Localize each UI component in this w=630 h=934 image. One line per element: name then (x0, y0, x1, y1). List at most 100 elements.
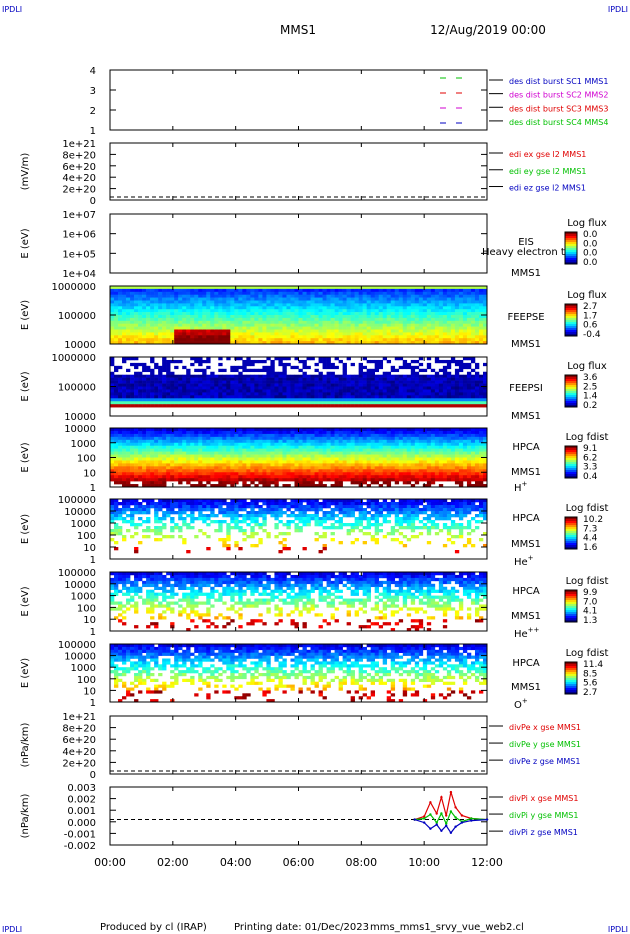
spectrogram-cell (126, 428, 131, 432)
spectrogram-cell (386, 377, 392, 381)
spectrogram-cell (134, 362, 139, 367)
spectrogram-cell (426, 288, 432, 293)
spectrogram-cell (406, 306, 412, 310)
spectrogram-cell (242, 395, 247, 399)
spectrogram-cell (406, 320, 412, 324)
spectrogram-cell (190, 306, 195, 310)
spectrogram-cell (150, 430, 155, 435)
spectrogram-cell (318, 442, 323, 446)
spectrogram-cell (134, 451, 139, 455)
spectrogram-cell (274, 371, 279, 375)
spectrogram-cell (330, 338, 335, 342)
spectrogram-cell (146, 404, 151, 408)
spectrogram-cell (314, 401, 319, 405)
spectrogram-cell (158, 320, 163, 324)
spectrogram-cell (186, 312, 191, 316)
spectrogram-cell (450, 323, 456, 327)
spectrogram-cell (222, 303, 227, 307)
spectrogram-cell (258, 300, 263, 304)
spectrogram-cell (414, 323, 420, 327)
spectrogram-cell (170, 439, 175, 444)
spectrogram-cell (410, 303, 416, 307)
spectrogram-cell (242, 401, 247, 405)
spectrogram-cell (390, 386, 396, 390)
spectrogram-cell (358, 309, 363, 313)
spectrogram-cell (250, 320, 255, 324)
spectrogram-cell (238, 288, 243, 293)
spectrogram-cell (382, 463, 388, 467)
colorbar-segment (565, 405, 577, 408)
spectrogram-cell (210, 288, 215, 293)
spectrogram-cell (286, 291, 291, 295)
spectrogram-cell (134, 395, 139, 399)
spectrogram-cell (290, 460, 295, 464)
spectrogram-cell (474, 398, 480, 402)
spectrogram-cell (482, 332, 488, 336)
spectrogram-cell (158, 451, 163, 455)
spectrogram-cell (446, 297, 452, 301)
spectrogram-cell (166, 475, 171, 479)
spectrogram-cell (354, 428, 359, 432)
spectrogram-cell (294, 454, 299, 458)
spectrogram-cell (338, 309, 343, 313)
spectrogram-cell (186, 386, 191, 390)
spectrogram-cell (258, 463, 263, 467)
spectrogram-cell (230, 368, 235, 373)
spectrogram-cell (326, 303, 331, 307)
spectrogram-cell (190, 392, 195, 396)
spectrogram-cell (314, 317, 319, 322)
spectrogram-cell (206, 430, 211, 435)
spectrogram-cell (122, 303, 127, 307)
spectrogram-cell (318, 329, 323, 333)
spectrogram-cell (238, 332, 243, 336)
colorbar-segment (565, 326, 577, 329)
spectrogram-cell (266, 332, 271, 336)
spectrogram-cell (254, 428, 259, 432)
spectrogram-cell (306, 460, 311, 464)
spectrogram-cell (174, 436, 179, 441)
spectrogram-cell (374, 332, 380, 336)
spectrogram-cell (478, 338, 484, 342)
spectrogram-cell (458, 359, 464, 364)
spectrogram-cell (238, 436, 243, 441)
spectrogram-cell (134, 389, 139, 393)
spectrogram-cell (354, 445, 359, 449)
spectrogram-cell (334, 454, 339, 458)
spectrogram-cell (390, 297, 396, 301)
spectrogram-cell (314, 320, 319, 324)
spectrogram-cell (418, 454, 424, 458)
spectrogram-cell (166, 371, 171, 375)
spectrogram-cell (210, 484, 215, 488)
spectrogram-cell (474, 341, 480, 345)
spectrogram-cell (222, 481, 227, 485)
spectrogram-cell (342, 315, 347, 319)
spectrogram-cell (278, 395, 283, 399)
spectrogram-cell (438, 291, 444, 295)
spectrogram-cell (330, 362, 335, 367)
y-tick-label: 1 (90, 126, 96, 137)
spectrogram-cell (438, 454, 444, 458)
spectrogram-cell (122, 404, 127, 408)
spectrogram-cell (386, 404, 392, 408)
spectrogram-cell (466, 371, 472, 375)
spectrogram-cell (482, 404, 488, 408)
spectrogram-cell (214, 472, 219, 476)
spectrogram-cell (302, 323, 307, 327)
spectrogram-cell (458, 326, 464, 330)
spectrogram-cell (462, 300, 468, 304)
spectrogram-cell (278, 428, 283, 432)
spectrogram-cell (122, 335, 127, 339)
spectrogram-cell (238, 460, 243, 464)
spectrogram-cell (410, 371, 416, 375)
spectrogram-cell (278, 357, 283, 361)
spectrogram-cell (410, 472, 416, 476)
spectrogram-cell (238, 451, 243, 455)
spectrogram-cell (434, 294, 440, 298)
spectrogram-cell (314, 303, 319, 307)
spectrogram-cell (394, 335, 400, 339)
spectrogram-cell (198, 389, 203, 393)
spectrogram-cell (434, 395, 440, 399)
spectrogram-cell (270, 398, 275, 402)
spectrogram-cell (174, 478, 179, 482)
spectrogram-cell (422, 383, 428, 387)
